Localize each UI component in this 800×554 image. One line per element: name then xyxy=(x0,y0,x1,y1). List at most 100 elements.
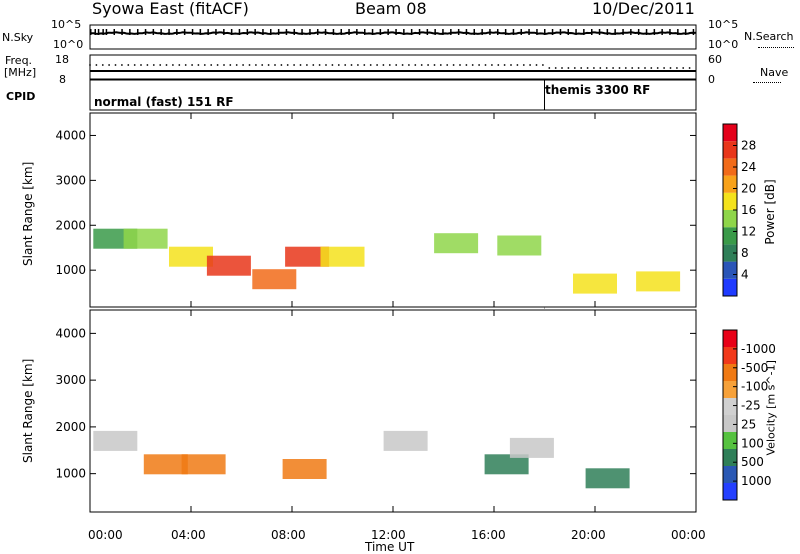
nave-point xyxy=(267,64,270,66)
velocity-colorbar-label: -25 xyxy=(741,399,761,413)
noise-search-mark xyxy=(348,29,350,35)
velocity-colorbar-label: 1000 xyxy=(741,474,772,488)
power-ytick-label: 4000 xyxy=(55,128,86,142)
noise-search-mark xyxy=(677,29,679,35)
noise-search-mark xyxy=(536,29,538,35)
noise-search-mark xyxy=(262,29,264,35)
power-colorbar-segment xyxy=(723,158,737,176)
noise-search-label: N.Search xyxy=(744,30,794,43)
velocity-patch xyxy=(282,459,327,479)
nave-point xyxy=(235,64,238,66)
nave-point xyxy=(618,67,621,69)
nave-point xyxy=(612,67,614,69)
nave-point xyxy=(656,67,659,69)
nave-point xyxy=(184,64,187,66)
noise-search-mark xyxy=(168,29,170,35)
nave-point xyxy=(573,67,576,69)
time-tick-0: 00:00 xyxy=(88,528,123,542)
velocity-ytick-label: 3000 xyxy=(55,373,86,387)
nave-point xyxy=(178,64,181,66)
nave-point xyxy=(242,64,245,66)
nave-point xyxy=(452,64,455,66)
velocity-patch xyxy=(181,454,226,475)
noise-right-top-tick: 10^5 xyxy=(708,18,739,31)
nave-point xyxy=(280,64,283,66)
nave-point xyxy=(350,64,353,66)
nave-point xyxy=(108,64,110,66)
nave-top-tick: 60 xyxy=(708,53,722,66)
nave-point xyxy=(529,64,531,66)
nave-point xyxy=(165,64,168,66)
nave-legend-line xyxy=(753,82,781,83)
nave-point xyxy=(382,64,385,66)
noise-search-mark xyxy=(191,29,194,35)
noise-search-mark xyxy=(277,29,280,35)
noise-search-mark xyxy=(121,29,123,35)
nave-point xyxy=(510,64,512,66)
velocity-colorbar-label: -100 xyxy=(741,380,768,394)
noise-search-mark xyxy=(559,29,562,35)
velocity-patch xyxy=(585,468,630,489)
power-colorbar-label: 28 xyxy=(741,139,756,153)
noise-search-mark xyxy=(285,29,288,35)
noise-search-mark xyxy=(324,29,327,35)
nave-point xyxy=(318,64,321,66)
noise-search-mark xyxy=(152,29,155,35)
nave-point xyxy=(89,64,91,66)
freq-top-tick: 18 xyxy=(55,53,69,66)
nave-point xyxy=(484,64,487,66)
velocity-colorbar-label: 25 xyxy=(741,417,756,431)
noise-search-mark xyxy=(661,29,663,35)
velocity-colorbar-segment xyxy=(723,398,737,415)
beam-title: Beam 08 xyxy=(355,0,427,18)
noise-right-bottom-tick: 10^0 xyxy=(708,38,739,51)
noise-search-mark xyxy=(176,29,178,35)
time-tick-1: 04:00 xyxy=(171,528,206,542)
noise-search-mark xyxy=(692,29,695,35)
noise-search-mark xyxy=(426,29,429,35)
power-colorbar-label: 20 xyxy=(741,182,756,196)
velocity-colorbar-segment xyxy=(723,364,737,381)
freq-bottom-tick: 8 xyxy=(59,73,66,86)
nave-point xyxy=(471,64,474,66)
power-patch xyxy=(252,269,297,290)
nave-point xyxy=(357,64,359,66)
noise-search-mark xyxy=(645,29,648,35)
nave-point xyxy=(395,64,398,66)
nave-point xyxy=(561,67,563,69)
nave-point xyxy=(605,67,608,69)
power-colorbar-segment xyxy=(723,261,737,279)
noise-search-mark xyxy=(504,29,507,35)
nave-point xyxy=(599,67,602,69)
noise-search-mark xyxy=(387,29,389,35)
nave-point xyxy=(644,67,646,69)
noise-search-mark xyxy=(102,29,104,35)
nave-point xyxy=(497,64,500,66)
nave-point xyxy=(197,64,200,66)
station-title: Syowa East (fitACF) xyxy=(92,0,249,18)
noise-search-mark xyxy=(293,29,295,35)
noise-search-mark xyxy=(356,29,358,35)
noise-search-mark xyxy=(309,29,311,35)
nave-point xyxy=(223,64,225,66)
power-patch xyxy=(123,228,168,249)
nave-point xyxy=(631,67,634,69)
power-colorbar-label: 4 xyxy=(741,268,749,282)
nave-label: Nave xyxy=(760,66,789,79)
time-tick-3: 12:00 xyxy=(371,528,406,542)
noise-search-mark xyxy=(254,29,256,35)
noise-search-mark xyxy=(442,29,444,35)
nave-point xyxy=(580,67,583,69)
power-colorbar-label: 24 xyxy=(741,160,756,174)
nave-point xyxy=(624,67,627,69)
power-ytick-label: 2000 xyxy=(55,218,86,232)
power-patch xyxy=(434,233,479,254)
noise-search-mark xyxy=(97,29,100,35)
velocity-ytick-label: 4000 xyxy=(55,326,86,340)
nave-point xyxy=(376,64,378,66)
velocity-patch xyxy=(93,430,138,451)
nave-bottom-tick: 0 xyxy=(708,73,715,86)
noise-search-mark xyxy=(684,29,687,35)
